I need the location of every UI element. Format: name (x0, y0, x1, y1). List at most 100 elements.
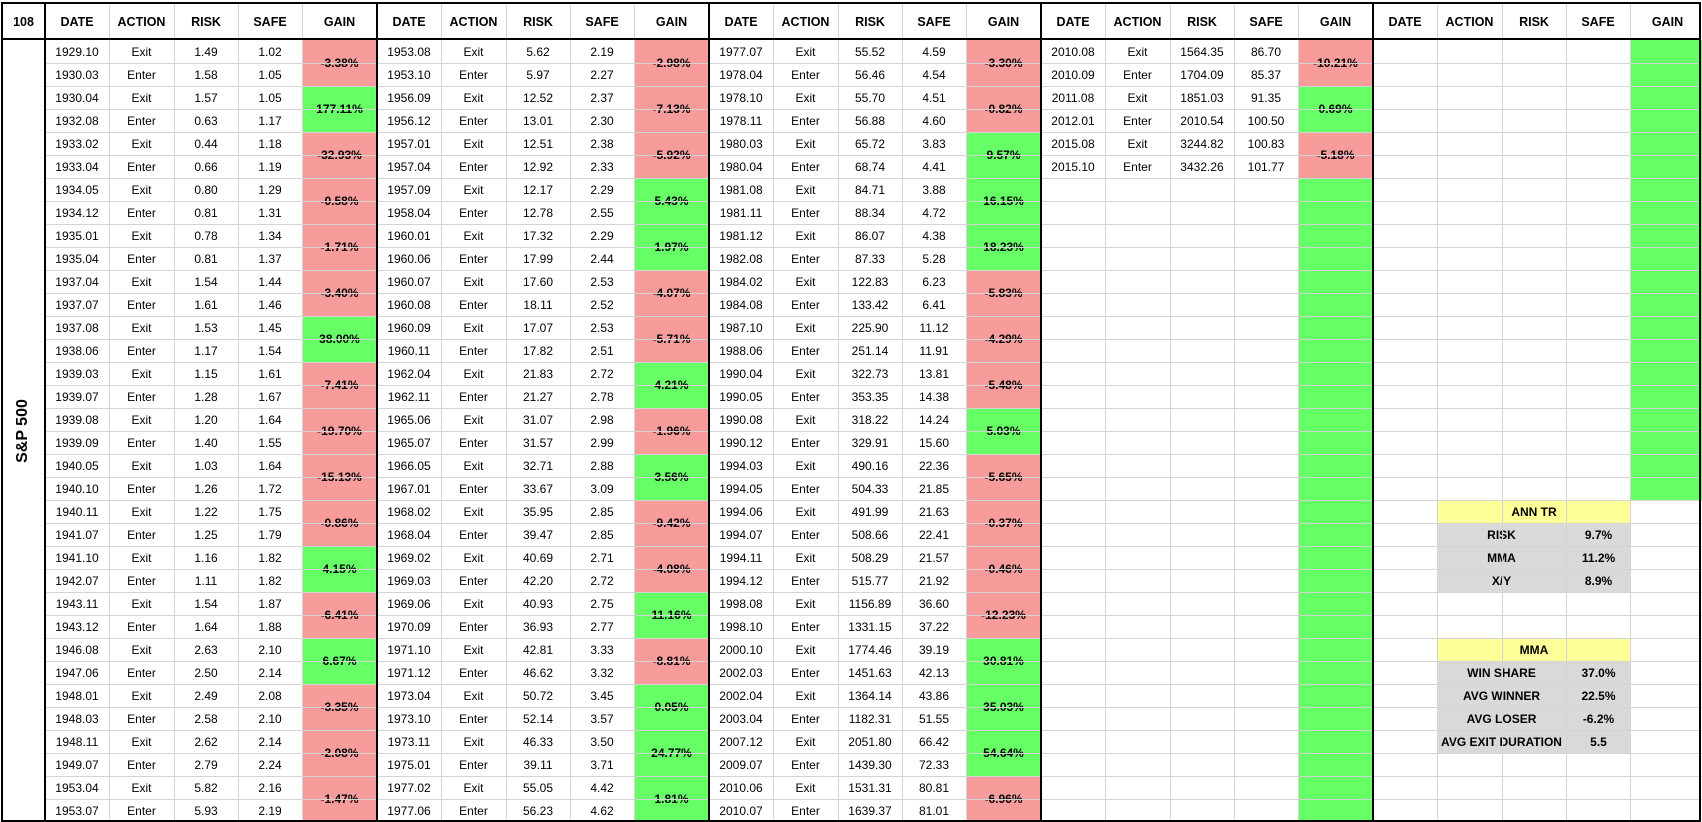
grid-line (634, 4, 635, 822)
date-cell: 1934.12 (55, 205, 99, 220)
safe-cell: 11.91 (919, 343, 949, 358)
safe-cell: 2.85 (590, 504, 614, 519)
grid-line (45, 86, 1702, 87)
date-cell: 1981.08 (719, 182, 763, 197)
date-cell: 1939.03 (55, 366, 99, 381)
grid-line (174, 4, 175, 822)
date-cell: 1940.10 (55, 481, 99, 496)
safe-cell: 2.38 (590, 136, 614, 151)
risk-cell: 515.77 (851, 573, 889, 588)
action-cell: Exit (463, 412, 484, 427)
action-cell: Exit (131, 366, 152, 381)
safe-cell: 1.45 (258, 320, 282, 335)
safe-cell: 1.34 (258, 228, 282, 243)
safe-cell: 14.38 (918, 389, 950, 404)
action-cell: Exit (463, 274, 484, 289)
action-cell: Enter (459, 803, 488, 818)
stats-row-bg (1437, 730, 1631, 753)
stats-value: 22.5% (1581, 688, 1616, 703)
grid-line (45, 730, 1702, 731)
risk-cell: 0.81 (194, 205, 218, 220)
risk-cell: 1.25 (194, 527, 218, 542)
date-cell: 1932.08 (55, 113, 99, 128)
grid-line (45, 109, 1702, 110)
safe-cell: 4.54 (922, 67, 946, 82)
risk-cell: 3432.26 (1180, 159, 1224, 174)
date-cell: 1994.03 (719, 458, 763, 473)
risk-cell: 1.53 (194, 320, 218, 335)
safe-cell: 91.35 (1250, 90, 1282, 105)
safe-cell: 14.24 (918, 412, 950, 427)
date-cell: 1977.06 (387, 803, 431, 818)
action-cell: Exit (131, 642, 152, 657)
safe-cell: 22.36 (918, 458, 950, 473)
risk-cell: 12.17 (522, 182, 554, 197)
safe-cell: 100.83 (1247, 136, 1285, 151)
date-cell: 2010.08 (1051, 44, 1095, 59)
action-cell: Enter (127, 343, 156, 358)
risk-cell: 50.72 (522, 688, 554, 703)
action-cell: Enter (791, 803, 820, 818)
date-cell: 1957.01 (387, 136, 431, 151)
risk-cell: 508.29 (851, 550, 889, 565)
date-cell: 1965.06 (387, 412, 431, 427)
date-cell: 1965.07 (387, 435, 431, 450)
safe-cell: 1.67 (258, 389, 282, 404)
action-cell: Exit (795, 228, 816, 243)
grid-line (570, 4, 571, 822)
safe-cell: 1.31 (258, 205, 282, 220)
date-cell: 1994.07 (719, 527, 763, 542)
risk-cell: 353.35 (851, 389, 889, 404)
safe-cell: 81.01 (918, 803, 950, 818)
date-cell: 1973.11 (387, 734, 431, 749)
risk-cell: 55.05 (522, 780, 554, 795)
safe-cell: 3.83 (922, 136, 946, 151)
action-cell: Exit (463, 320, 484, 335)
risk-cell: 122.83 (851, 274, 889, 289)
stats-row-bg (1437, 684, 1631, 707)
risk-cell: 17.07 (522, 320, 554, 335)
action-cell: Exit (131, 458, 152, 473)
action-cell: Enter (459, 205, 488, 220)
action-cell: Enter (127, 527, 156, 542)
safe-cell: 2.19 (590, 44, 614, 59)
safe-cell: 100.50 (1247, 113, 1285, 128)
safe-cell: 1.05 (258, 90, 282, 105)
safe-cell: 2.27 (590, 67, 614, 82)
stats-label: WIN SHARE (1467, 665, 1536, 680)
action-cell: Exit (131, 504, 152, 519)
grid-line (506, 4, 507, 822)
grid-line (45, 638, 1702, 639)
grid-line (1566, 4, 1567, 822)
risk-cell: 42.20 (522, 573, 554, 588)
risk-cell: 13.01 (522, 113, 554, 128)
grid-line (45, 477, 1702, 478)
safe-cell: 2.75 (590, 596, 614, 611)
date-cell: 2000.10 (719, 642, 763, 657)
safe-cell: 85.37 (1250, 67, 1282, 82)
column-header-risk: RISK (523, 14, 553, 29)
action-cell: Exit (795, 734, 816, 749)
safe-cell: 2.88 (590, 458, 614, 473)
risk-cell: 2051.80 (848, 734, 892, 749)
date-cell: 1946.08 (55, 642, 99, 657)
action-cell: Exit (795, 136, 816, 151)
safe-cell: 1.55 (258, 435, 282, 450)
risk-cell: 1.26 (194, 481, 218, 496)
date-cell: 1977.02 (387, 780, 431, 795)
risk-cell: 5.82 (194, 780, 218, 795)
date-cell: 2007.12 (719, 734, 763, 749)
action-cell: Enter (127, 481, 156, 496)
safe-cell: 4.42 (590, 780, 614, 795)
risk-cell: 508.66 (851, 527, 889, 542)
action-cell: Enter (127, 251, 156, 266)
risk-cell: 36.93 (522, 619, 554, 634)
safe-cell: 1.02 (258, 44, 282, 59)
safe-cell: 86.70 (1250, 44, 1282, 59)
action-cell: Enter (791, 665, 820, 680)
date-cell: 1994.12 (719, 573, 763, 588)
action-cell: Exit (463, 90, 484, 105)
date-cell: 1994.11 (719, 550, 763, 565)
grid-line (1298, 4, 1299, 822)
safe-cell: 3.57 (590, 711, 614, 726)
